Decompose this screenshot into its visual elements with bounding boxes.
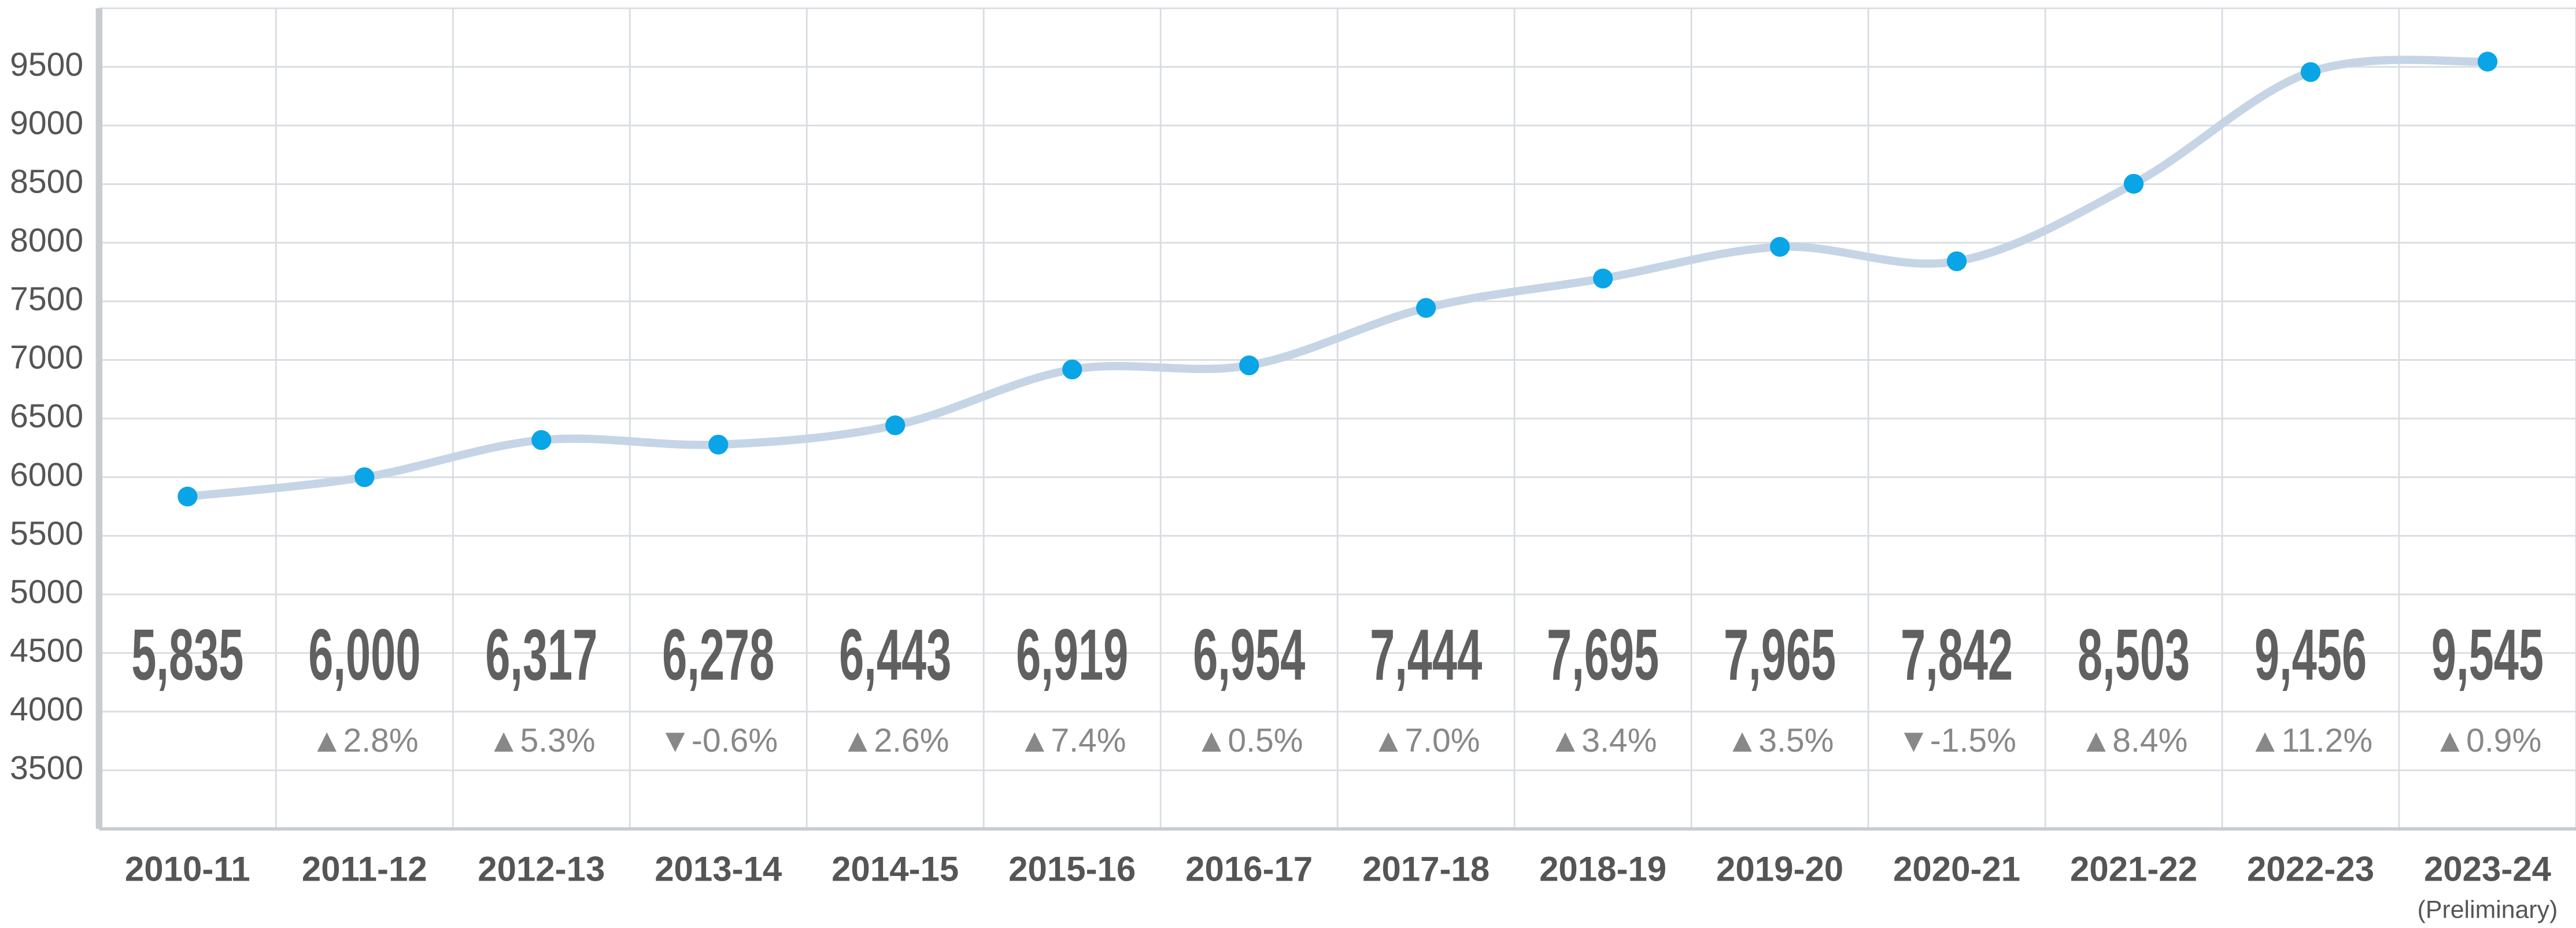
value-label: 7,842 xyxy=(1901,614,2013,696)
y-tick-label: 9500 xyxy=(10,46,83,83)
x-tick-label: 2012-13 xyxy=(478,850,605,889)
x-tick-label: 2011-12 xyxy=(302,850,427,889)
change-label: ▲8.4% xyxy=(2080,722,2188,759)
change-label: ▼-0.6% xyxy=(659,722,778,759)
x-tick-label: 2022-23 xyxy=(2247,850,2374,889)
value-label: 7,444 xyxy=(1370,614,1482,696)
x-tick-label: 2010-11 xyxy=(125,850,250,889)
y-tick-label: 5000 xyxy=(10,574,83,611)
y-tick-label: 5500 xyxy=(10,515,83,552)
change-label: ▲7.0% xyxy=(1372,722,1480,759)
x-tick-label: 2013-14 xyxy=(655,850,782,889)
x-tick-label: 2017-18 xyxy=(1362,850,1490,889)
change-label: ▲7.4% xyxy=(1018,722,1126,759)
point xyxy=(354,467,375,487)
point xyxy=(1593,268,1613,289)
y-tick-label: 6500 xyxy=(10,398,83,435)
change-label: ▲0.5% xyxy=(1195,722,1303,759)
y-tick-label: 4000 xyxy=(10,691,83,728)
line xyxy=(183,56,2492,501)
point xyxy=(1769,236,1790,257)
y-tick-label: 3500 xyxy=(10,749,83,786)
x-tick-label: 2021-22 xyxy=(2070,850,2197,889)
value-label: 6,954 xyxy=(1193,614,1305,696)
x-tick-label: 2023-24 xyxy=(2424,850,2552,889)
point xyxy=(1062,359,1082,380)
x-tick-label: 2014-15 xyxy=(831,850,959,889)
point xyxy=(2477,51,2498,72)
y-tick-label: 7500 xyxy=(10,280,83,317)
y-tick-label: 6000 xyxy=(10,456,83,493)
y-tick-label: 8500 xyxy=(10,164,83,201)
y-tick-label: 9000 xyxy=(10,105,83,142)
value-label: 7,695 xyxy=(1547,614,1659,696)
value-label: 9,545 xyxy=(2431,614,2544,696)
value-label: 8,503 xyxy=(2078,614,2190,696)
point xyxy=(2300,62,2321,82)
value-label: 7,965 xyxy=(1724,614,1836,696)
value-label: 6,278 xyxy=(662,614,774,696)
value-label: 6,919 xyxy=(1016,614,1128,696)
value-label: 6,000 xyxy=(308,614,420,696)
change-label: ▲0.9% xyxy=(2434,722,2542,759)
change-label: ▲3.4% xyxy=(1549,722,1657,759)
x-tick-label: 2018-19 xyxy=(1539,850,1666,889)
y-tick-label: 4500 xyxy=(10,633,83,670)
x-tick-label: 2016-17 xyxy=(1185,850,1313,889)
point xyxy=(1239,355,1259,376)
value-label: 6,317 xyxy=(485,614,597,696)
change-label: ▲3.5% xyxy=(1726,722,1834,759)
x-tick-label: 2019-20 xyxy=(1716,850,1843,889)
y-tick-label: 7000 xyxy=(10,339,83,376)
point xyxy=(885,415,906,435)
value-label: 9,456 xyxy=(2255,614,2367,696)
value-label: 6,443 xyxy=(839,614,951,696)
value-label: 5,835 xyxy=(131,614,243,696)
x-tick-label: 2015-16 xyxy=(1008,850,1136,889)
y-tick-label: 8000 xyxy=(10,222,83,259)
point xyxy=(708,434,729,455)
change-label: ▼-1.5% xyxy=(1897,722,2016,759)
change-label: ▲2.6% xyxy=(841,722,949,759)
change-label: ▲5.3% xyxy=(487,722,596,759)
point xyxy=(2123,173,2144,194)
change-label: ▲11.2% xyxy=(2249,722,2372,759)
point xyxy=(1416,298,1436,318)
category-note: (Preliminary) xyxy=(2418,896,2558,924)
point xyxy=(1946,251,1967,271)
point xyxy=(531,430,552,450)
point xyxy=(178,486,198,506)
x-tick-label: 2020-21 xyxy=(1893,850,2020,889)
change-label: ▲2.8% xyxy=(311,722,419,759)
